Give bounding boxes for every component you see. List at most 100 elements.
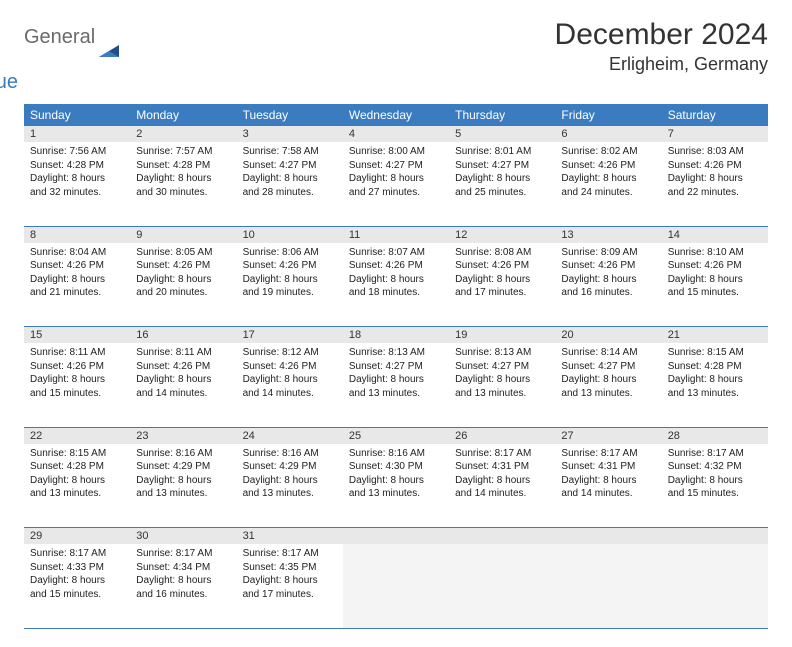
day-number: 9	[130, 226, 236, 243]
sunset-line: Sunset: 4:34 PM	[136, 561, 230, 575]
day-number-row: 1234567	[24, 126, 768, 142]
day-cell: Sunrise: 8:07 AMSunset: 4:26 PMDaylight:…	[343, 243, 449, 327]
sunset-line: Sunset: 4:29 PM	[243, 460, 337, 474]
day-number: 31	[237, 528, 343, 545]
day-cell: Sunrise: 8:17 AMSunset: 4:35 PMDaylight:…	[237, 544, 343, 628]
day-number: 28	[662, 427, 768, 444]
daylight-line: Daylight: 8 hours and 32 minutes.	[30, 172, 124, 199]
sunrise-line: Sunrise: 8:09 AM	[561, 246, 655, 260]
daylight-line: Daylight: 8 hours and 15 minutes.	[30, 373, 124, 400]
logo-blue: Blue	[0, 71, 95, 94]
daylight-line: Daylight: 8 hours and 27 minutes.	[349, 172, 443, 199]
sunset-line: Sunset: 4:26 PM	[455, 259, 549, 273]
day-number: 20	[555, 327, 661, 344]
daylight-line: Daylight: 8 hours and 18 minutes.	[349, 273, 443, 300]
day-details: Sunrise: 8:04 AMSunset: 4:26 PMDaylight:…	[24, 243, 130, 306]
day-details: Sunrise: 8:07 AMSunset: 4:26 PMDaylight:…	[343, 243, 449, 306]
day-details: Sunrise: 8:03 AMSunset: 4:26 PMDaylight:…	[662, 142, 768, 205]
day-cell: Sunrise: 8:11 AMSunset: 4:26 PMDaylight:…	[24, 343, 130, 427]
logo-general: General	[24, 26, 95, 49]
day-number-row: 15161718192021	[24, 327, 768, 344]
sunrise-line: Sunrise: 8:01 AM	[455, 145, 549, 159]
day-content-row: Sunrise: 8:11 AMSunset: 4:26 PMDaylight:…	[24, 343, 768, 427]
sunrise-line: Sunrise: 7:57 AM	[136, 145, 230, 159]
sunset-line: Sunset: 4:26 PM	[349, 259, 443, 273]
daylight-line: Daylight: 8 hours and 19 minutes.	[243, 273, 337, 300]
day-details: Sunrise: 7:57 AMSunset: 4:28 PMDaylight:…	[130, 142, 236, 205]
day-number: 18	[343, 327, 449, 344]
day-number: 7	[662, 126, 768, 142]
day-cell: Sunrise: 8:16 AMSunset: 4:29 PMDaylight:…	[237, 444, 343, 528]
calendar-body: 1234567Sunrise: 7:56 AMSunset: 4:28 PMDa…	[24, 126, 768, 628]
day-number: 12	[449, 226, 555, 243]
daylight-line: Daylight: 8 hours and 14 minutes.	[243, 373, 337, 400]
day-details: Sunrise: 8:09 AMSunset: 4:26 PMDaylight:…	[555, 243, 661, 306]
day-number: 16	[130, 327, 236, 344]
weekday-header: Sunday	[24, 104, 130, 126]
daylight-line: Daylight: 8 hours and 14 minutes.	[136, 373, 230, 400]
daylight-line: Daylight: 8 hours and 16 minutes.	[136, 574, 230, 601]
page: General Blue December 2024 Erligheim, Ge…	[0, 0, 792, 647]
day-details: Sunrise: 8:00 AMSunset: 4:27 PMDaylight:…	[343, 142, 449, 205]
daylight-line: Daylight: 8 hours and 13 minutes.	[455, 373, 549, 400]
day-number: 10	[237, 226, 343, 243]
day-details: Sunrise: 8:13 AMSunset: 4:27 PMDaylight:…	[449, 343, 555, 406]
day-number: 30	[130, 528, 236, 545]
day-cell: Sunrise: 8:10 AMSunset: 4:26 PMDaylight:…	[662, 243, 768, 327]
sunset-line: Sunset: 4:31 PM	[455, 460, 549, 474]
day-cell	[555, 544, 661, 628]
daylight-line: Daylight: 8 hours and 14 minutes.	[455, 474, 549, 501]
day-cell: Sunrise: 8:17 AMSunset: 4:33 PMDaylight:…	[24, 544, 130, 628]
daylight-line: Daylight: 8 hours and 16 minutes.	[561, 273, 655, 300]
day-cell: Sunrise: 8:17 AMSunset: 4:31 PMDaylight:…	[555, 444, 661, 528]
day-details: Sunrise: 8:08 AMSunset: 4:26 PMDaylight:…	[449, 243, 555, 306]
day-details: Sunrise: 8:17 AMSunset: 4:34 PMDaylight:…	[130, 544, 236, 607]
sunset-line: Sunset: 4:26 PM	[668, 159, 762, 173]
location: Erligheim, Germany	[555, 54, 768, 75]
weekday-header: Saturday	[662, 104, 768, 126]
day-cell: Sunrise: 8:17 AMSunset: 4:32 PMDaylight:…	[662, 444, 768, 528]
sunset-line: Sunset: 4:32 PM	[668, 460, 762, 474]
day-number: 22	[24, 427, 130, 444]
daylight-line: Daylight: 8 hours and 13 minutes.	[243, 474, 337, 501]
day-number: 27	[555, 427, 661, 444]
sunset-line: Sunset: 4:26 PM	[561, 259, 655, 273]
day-number: 17	[237, 327, 343, 344]
day-cell: Sunrise: 8:17 AMSunset: 4:31 PMDaylight:…	[449, 444, 555, 528]
day-number: 6	[555, 126, 661, 142]
day-content-row: Sunrise: 8:04 AMSunset: 4:26 PMDaylight:…	[24, 243, 768, 327]
sunrise-line: Sunrise: 8:16 AM	[243, 447, 337, 461]
sunrise-line: Sunrise: 8:11 AM	[30, 346, 124, 360]
day-number	[555, 528, 661, 545]
daylight-line: Daylight: 8 hours and 17 minutes.	[243, 574, 337, 601]
sunset-line: Sunset: 4:26 PM	[561, 159, 655, 173]
day-cell: Sunrise: 8:08 AMSunset: 4:26 PMDaylight:…	[449, 243, 555, 327]
day-content-row: Sunrise: 8:17 AMSunset: 4:33 PMDaylight:…	[24, 544, 768, 628]
daylight-line: Daylight: 8 hours and 13 minutes.	[349, 373, 443, 400]
sunrise-line: Sunrise: 8:00 AM	[349, 145, 443, 159]
header: General Blue December 2024 Erligheim, Ge…	[24, 18, 768, 94]
weekday-header: Friday	[555, 104, 661, 126]
day-number-row: 891011121314	[24, 226, 768, 243]
day-details: Sunrise: 8:17 AMSunset: 4:35 PMDaylight:…	[237, 544, 343, 607]
daylight-line: Daylight: 8 hours and 13 minutes.	[668, 373, 762, 400]
sunrise-line: Sunrise: 8:07 AM	[349, 246, 443, 260]
day-number	[343, 528, 449, 545]
sunset-line: Sunset: 4:27 PM	[455, 360, 549, 374]
day-cell: Sunrise: 8:14 AMSunset: 4:27 PMDaylight:…	[555, 343, 661, 427]
sunrise-line: Sunrise: 8:11 AM	[136, 346, 230, 360]
calendar-table: Sunday Monday Tuesday Wednesday Thursday…	[24, 104, 768, 629]
day-details: Sunrise: 7:56 AMSunset: 4:28 PMDaylight:…	[24, 142, 130, 205]
day-number-row: 22232425262728	[24, 427, 768, 444]
day-details: Sunrise: 8:11 AMSunset: 4:26 PMDaylight:…	[130, 343, 236, 406]
day-cell: Sunrise: 8:04 AMSunset: 4:26 PMDaylight:…	[24, 243, 130, 327]
daylight-line: Daylight: 8 hours and 13 minutes.	[561, 373, 655, 400]
day-number: 19	[449, 327, 555, 344]
day-details: Sunrise: 8:17 AMSunset: 4:31 PMDaylight:…	[555, 444, 661, 507]
weekday-header-row: Sunday Monday Tuesday Wednesday Thursday…	[24, 104, 768, 126]
day-cell	[449, 544, 555, 628]
daylight-line: Daylight: 8 hours and 15 minutes.	[668, 474, 762, 501]
sunset-line: Sunset: 4:29 PM	[136, 460, 230, 474]
daylight-line: Daylight: 8 hours and 21 minutes.	[30, 273, 124, 300]
day-cell: Sunrise: 7:58 AMSunset: 4:27 PMDaylight:…	[237, 142, 343, 226]
